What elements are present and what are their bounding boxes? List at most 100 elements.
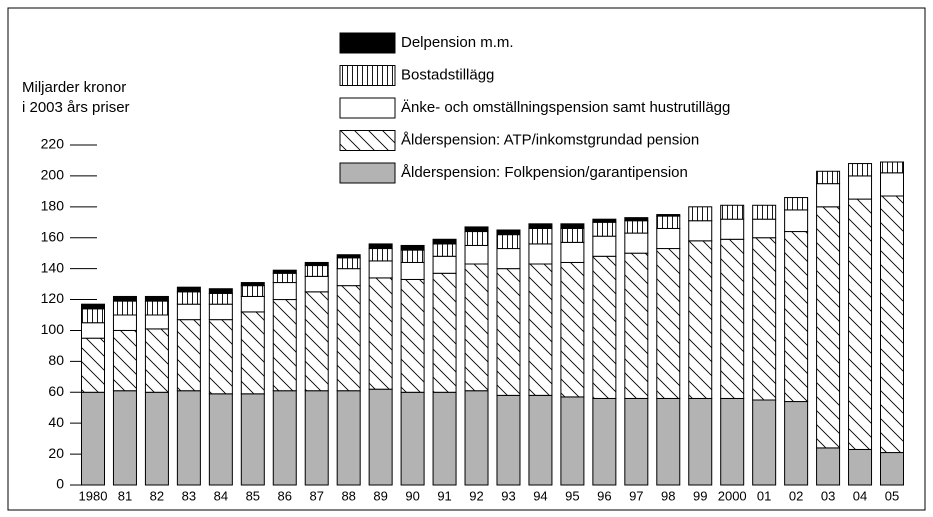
bar-segment bbox=[848, 175, 873, 200]
x-tick-label: 86 bbox=[278, 488, 292, 503]
legend-swatch bbox=[339, 162, 396, 184]
x-tick-label: 04 bbox=[853, 488, 867, 503]
bar-segment bbox=[528, 223, 553, 229]
bar-segment bbox=[592, 218, 617, 223]
bar-segment bbox=[368, 277, 393, 390]
y-tick-label: 60 bbox=[48, 383, 64, 399]
bar-segment bbox=[432, 238, 457, 245]
y-tick-label: 100 bbox=[41, 321, 65, 337]
legend-swatch bbox=[339, 65, 396, 86]
bar-segment bbox=[848, 448, 873, 486]
bar-segment bbox=[400, 249, 425, 263]
x-tick-label: 97 bbox=[629, 488, 643, 503]
bar-segment bbox=[624, 217, 649, 222]
bar-segment bbox=[208, 303, 233, 321]
bar-segment bbox=[880, 195, 904, 454]
bar-segment bbox=[112, 314, 137, 331]
bar-segment bbox=[112, 329, 137, 392]
bar-segment bbox=[208, 319, 233, 395]
bar-segment bbox=[336, 268, 361, 287]
bar-segment bbox=[432, 243, 457, 257]
x-tick-label: 95 bbox=[565, 488, 579, 503]
bar-segment bbox=[144, 391, 169, 486]
bar-segment bbox=[112, 295, 137, 302]
bar-segment bbox=[784, 401, 809, 486]
x-tick-label: 03 bbox=[821, 488, 835, 503]
bar-segment bbox=[144, 295, 169, 302]
bar-segment bbox=[784, 209, 809, 233]
bar-segment bbox=[304, 291, 329, 392]
bar-segment bbox=[432, 255, 457, 274]
bar-segment bbox=[496, 394, 521, 486]
bar-segment bbox=[784, 197, 809, 211]
bar-segment bbox=[816, 170, 841, 185]
legend-label: Änke- och omställningspension samt hustr… bbox=[401, 99, 730, 116]
bar-segment bbox=[688, 206, 713, 222]
legend-swatch bbox=[339, 97, 396, 119]
bar-segment bbox=[624, 232, 649, 254]
bar-segment bbox=[400, 391, 425, 486]
bar-segment bbox=[848, 198, 873, 450]
bar-segment bbox=[528, 243, 553, 265]
bar-segment bbox=[176, 291, 201, 305]
bar-segment bbox=[656, 397, 681, 486]
bar-segment bbox=[624, 220, 649, 234]
bar-segment bbox=[592, 221, 617, 237]
bar-segment bbox=[880, 452, 904, 486]
y-tick-label: 20 bbox=[48, 445, 64, 461]
x-tick-label: 91 bbox=[437, 488, 451, 503]
bar-segment bbox=[464, 226, 489, 233]
bar-segment bbox=[240, 311, 265, 395]
bar-segment bbox=[496, 229, 521, 236]
bar-segment bbox=[656, 215, 681, 229]
bar-segment bbox=[496, 268, 521, 396]
bar-segment bbox=[464, 231, 489, 246]
bar-segment bbox=[81, 303, 105, 310]
y-tick-label: 120 bbox=[41, 290, 65, 306]
x-tick-label: 98 bbox=[661, 488, 675, 503]
bar-segment bbox=[208, 393, 233, 486]
bar-segment bbox=[304, 261, 329, 267]
bar-segment bbox=[752, 237, 777, 401]
bar-segment bbox=[432, 391, 457, 486]
bar-segment bbox=[816, 206, 841, 449]
bar-segment bbox=[560, 227, 585, 243]
bar-segment bbox=[496, 248, 521, 270]
bar-segment bbox=[208, 288, 233, 294]
bar-segment bbox=[208, 292, 233, 305]
x-tick-label: 99 bbox=[693, 488, 707, 503]
legend-swatch bbox=[339, 130, 396, 151]
x-tick-label: 96 bbox=[597, 488, 611, 503]
bar-segment bbox=[464, 244, 489, 265]
bar-segment bbox=[560, 223, 585, 229]
bar-segment bbox=[368, 388, 393, 486]
bar-segment bbox=[368, 260, 393, 279]
x-tick-label: 94 bbox=[533, 488, 547, 503]
bar-segment bbox=[752, 218, 777, 239]
legend-label: Ålderspension: ATP/inkomstgrundad pensio… bbox=[401, 131, 699, 148]
x-tick-label: 92 bbox=[469, 488, 483, 503]
bar-segment bbox=[432, 272, 457, 393]
bar-segment bbox=[272, 272, 297, 284]
x-tick-label: 01 bbox=[757, 488, 771, 503]
bar-segment bbox=[592, 235, 617, 257]
bar-segment bbox=[400, 261, 425, 280]
bar-segment bbox=[240, 295, 265, 313]
frame bbox=[7, 7, 926, 511]
bar-segment bbox=[176, 286, 201, 293]
bar-segment bbox=[656, 227, 681, 250]
bar-segment bbox=[304, 390, 329, 486]
y-axis-label: Miljarder kronor bbox=[22, 79, 126, 96]
bar-segment bbox=[304, 265, 329, 277]
bar-segment bbox=[656, 248, 681, 399]
bar-segment bbox=[496, 234, 521, 250]
legend-label: Delpension m.m. bbox=[401, 34, 514, 51]
x-tick-label: 90 bbox=[405, 488, 419, 503]
bar-segment bbox=[816, 447, 841, 486]
y-axis-label: i 2003 års priser bbox=[22, 99, 130, 116]
bar-segment bbox=[528, 394, 553, 486]
bar-segment bbox=[880, 172, 904, 197]
x-tick-label: 83 bbox=[182, 488, 196, 503]
bar-segment bbox=[81, 308, 105, 324]
bar-segment bbox=[752, 399, 777, 486]
